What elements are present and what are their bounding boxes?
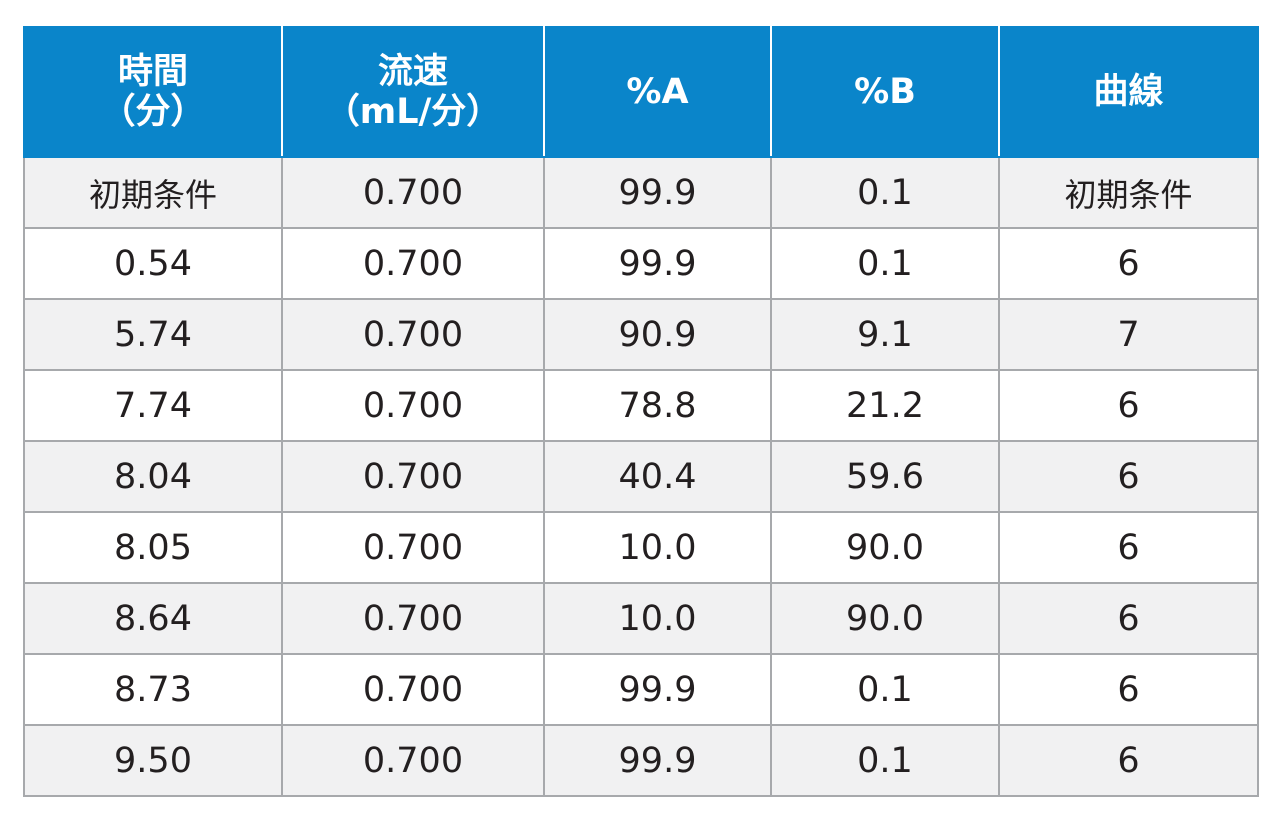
cell-percent-b: 90.0 bbox=[770, 511, 1000, 584]
table-row: 0.54 0.700 99.9 0.1 6 bbox=[23, 227, 1259, 300]
header-curve-label: 曲線 bbox=[1093, 72, 1164, 112]
cell-percent-b: 9.1 bbox=[770, 298, 1000, 371]
cell-percent-b: 0.1 bbox=[770, 156, 1000, 229]
cell-percent-a: 10.0 bbox=[543, 582, 772, 655]
cell-percent-a: 99.9 bbox=[543, 227, 772, 300]
cell-percent-b: 0.1 bbox=[770, 227, 1000, 300]
cell-time: 初期条件 bbox=[23, 156, 283, 229]
header-flow-rate-label: 流速 bbox=[377, 52, 448, 92]
table-row: 9.50 0.700 99.9 0.1 6 bbox=[23, 724, 1259, 797]
cell-percent-a: 78.8 bbox=[543, 369, 772, 442]
gradient-table: 時間 （分） 流速 （mL/分） %A %B 曲線 初期条件 0.700 99.… bbox=[23, 26, 1259, 797]
cell-time: 5.74 bbox=[23, 298, 283, 371]
cell-curve: 7 bbox=[998, 298, 1259, 371]
cell-percent-a: 10.0 bbox=[543, 511, 772, 584]
table-row: 8.73 0.700 99.9 0.1 6 bbox=[23, 653, 1259, 726]
cell-percent-a: 90.9 bbox=[543, 298, 772, 371]
header-percent-b-label: %B bbox=[854, 72, 916, 112]
cell-curve: 6 bbox=[998, 724, 1259, 797]
cell-time: 8.04 bbox=[23, 440, 283, 513]
header-flow-rate: 流速 （mL/分） bbox=[281, 26, 545, 158]
cell-percent-b: 90.0 bbox=[770, 582, 1000, 655]
table-row: 8.05 0.700 10.0 90.0 6 bbox=[23, 511, 1259, 584]
cell-flow-rate: 0.700 bbox=[281, 653, 545, 726]
cell-percent-a: 99.9 bbox=[543, 653, 772, 726]
cell-flow-rate: 0.700 bbox=[281, 724, 545, 797]
header-time: 時間 （分） bbox=[23, 26, 283, 158]
cell-curve: 6 bbox=[998, 227, 1259, 300]
header-time-unit: （分） bbox=[100, 92, 206, 132]
cell-curve: 6 bbox=[998, 369, 1259, 442]
cell-time: 8.05 bbox=[23, 511, 283, 584]
header-row: 時間 （分） 流速 （mL/分） %A %B 曲線 bbox=[23, 26, 1259, 158]
cell-percent-b: 21.2 bbox=[770, 369, 1000, 442]
header-percent-b: %B bbox=[770, 26, 1000, 158]
cell-time: 9.50 bbox=[23, 724, 283, 797]
cell-flow-rate: 0.700 bbox=[281, 227, 545, 300]
header-percent-a-label: %A bbox=[626, 72, 689, 112]
cell-curve: 6 bbox=[998, 511, 1259, 584]
cell-time: 0.54 bbox=[23, 227, 283, 300]
cell-flow-rate: 0.700 bbox=[281, 582, 545, 655]
header-time-label: 時間 bbox=[117, 52, 188, 92]
header-curve: 曲線 bbox=[998, 26, 1259, 158]
cell-percent-b: 0.1 bbox=[770, 724, 1000, 797]
cell-time: 8.73 bbox=[23, 653, 283, 726]
cell-flow-rate: 0.700 bbox=[281, 298, 545, 371]
table-row: 7.74 0.700 78.8 21.2 6 bbox=[23, 369, 1259, 442]
table-row: 初期条件 0.700 99.9 0.1 初期条件 bbox=[23, 156, 1259, 229]
cell-curve: 初期条件 bbox=[998, 156, 1259, 229]
table-row: 5.74 0.700 90.9 9.1 7 bbox=[23, 298, 1259, 371]
table-row: 8.04 0.700 40.4 59.6 6 bbox=[23, 440, 1259, 513]
cell-percent-a: 99.9 bbox=[543, 156, 772, 229]
cell-curve: 6 bbox=[998, 582, 1259, 655]
cell-percent-b: 0.1 bbox=[770, 653, 1000, 726]
table-row: 8.64 0.700 10.0 90.0 6 bbox=[23, 582, 1259, 655]
cell-curve: 6 bbox=[998, 440, 1259, 513]
cell-percent-b: 59.6 bbox=[770, 440, 1000, 513]
cell-flow-rate: 0.700 bbox=[281, 511, 545, 584]
cell-percent-a: 40.4 bbox=[543, 440, 772, 513]
header-percent-a: %A bbox=[543, 26, 772, 158]
header-flow-rate-unit: （mL/分） bbox=[324, 92, 502, 132]
cell-flow-rate: 0.700 bbox=[281, 440, 545, 513]
cell-flow-rate: 0.700 bbox=[281, 156, 545, 229]
cell-curve: 6 bbox=[998, 653, 1259, 726]
cell-percent-a: 99.9 bbox=[543, 724, 772, 797]
cell-time: 7.74 bbox=[23, 369, 283, 442]
cell-time: 8.64 bbox=[23, 582, 283, 655]
cell-flow-rate: 0.700 bbox=[281, 369, 545, 442]
